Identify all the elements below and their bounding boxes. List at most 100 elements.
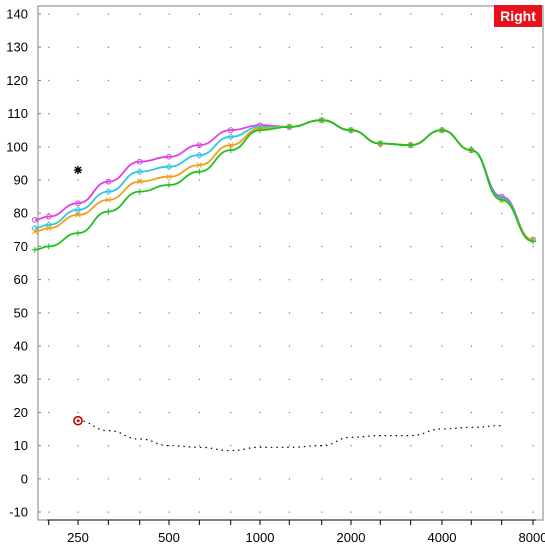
grid-dot [410, 13, 412, 15]
grid-dot [259, 345, 261, 347]
grid-dot [532, 146, 534, 148]
grid-dot [288, 345, 290, 347]
grid-dot [501, 445, 503, 447]
grid-dot [259, 511, 261, 513]
grid-dot [288, 511, 290, 513]
y-tick-label: 110 [7, 106, 28, 121]
grid-dot [501, 46, 503, 48]
grid-dot [410, 378, 412, 380]
grid-dot [379, 179, 381, 181]
data-point [196, 142, 203, 149]
grid-dot [230, 113, 232, 115]
plot-area [37, 5, 544, 521]
grid-dot [321, 378, 323, 380]
grid-dot [532, 179, 534, 181]
data-point [530, 238, 536, 245]
grid-dot [168, 312, 170, 314]
grid-dot [198, 445, 201, 447]
grid-dot [441, 279, 443, 281]
grid-dot [259, 312, 261, 314]
grid-dot [501, 345, 503, 347]
grid-dot [288, 312, 290, 314]
grid-dot [230, 179, 232, 181]
grid-dot [532, 245, 534, 248]
grid-dot [107, 245, 110, 248]
grid-dot [441, 79, 443, 82]
grid-dot [410, 79, 412, 82]
grid-dot [139, 378, 141, 380]
grid-dot [107, 378, 110, 380]
grid-dot [139, 345, 141, 347]
grid-dot [321, 113, 323, 115]
grid-dot [441, 378, 443, 380]
grid-dot [77, 245, 79, 248]
grid-dot [198, 179, 201, 181]
grid-dot [532, 345, 534, 347]
data-point [286, 123, 293, 130]
grid-dot [107, 113, 110, 115]
grid-dot [77, 445, 79, 447]
x-tick-label: 2000 [337, 530, 366, 545]
grid-dot [259, 212, 261, 214]
grid-dot [532, 113, 534, 115]
grid-dot [441, 113, 443, 115]
grid-dot [321, 478, 323, 480]
grid-dot [379, 345, 381, 347]
grid-dot [107, 445, 110, 447]
grid-dot [139, 312, 141, 314]
grid-dot [321, 146, 323, 148]
grid-dot [168, 146, 170, 148]
grid-dot [470, 411, 472, 414]
grid-dot [259, 378, 261, 380]
x-tick-label: 1000 [246, 530, 275, 545]
y-tick-label: 0 [21, 471, 28, 486]
grid-dot [198, 411, 201, 414]
grid-dot [501, 312, 503, 314]
grid-dot [107, 146, 110, 148]
data-point [195, 151, 203, 159]
data-point [318, 117, 325, 124]
grid-dot [198, 345, 201, 347]
grid-dot [350, 411, 352, 414]
uncomfortable-level-marker [73, 415, 83, 426]
data-point [105, 197, 112, 203]
grid-dot [139, 511, 141, 513]
grid-dot [470, 79, 472, 82]
grid-dot [198, 312, 201, 314]
grid-dot [410, 411, 412, 414]
data-point [75, 212, 81, 218]
data-point [45, 243, 52, 250]
grid-dot [379, 478, 381, 480]
grid-dot [350, 245, 352, 248]
grid-dot [532, 445, 534, 447]
grid-dot [139, 13, 141, 15]
data-point [439, 127, 445, 134]
grid-dot [501, 245, 503, 248]
grid-dot [379, 445, 381, 447]
grid-dot [350, 79, 352, 82]
grid-dot [77, 312, 79, 314]
data-point [32, 228, 38, 235]
grid-dot [168, 79, 170, 82]
grid-dot [259, 146, 261, 148]
grid-dot [470, 113, 472, 115]
grid-dot [230, 478, 232, 480]
grid-dot [139, 445, 141, 447]
grid-dot [230, 312, 232, 314]
grid-dot [77, 478, 79, 480]
grid-dot [470, 46, 472, 48]
grid-dot [321, 46, 323, 48]
grid-dot [288, 279, 290, 281]
grid-dot [198, 378, 201, 380]
grid-dot [168, 511, 170, 513]
grid-dot [288, 79, 290, 82]
grid-dot [410, 445, 412, 447]
grid-dot [350, 279, 352, 281]
grid-dot [48, 212, 50, 214]
grid-dot [501, 146, 503, 148]
y-tick-label: 10 [14, 438, 28, 453]
grid-dot [441, 511, 443, 513]
grid-dot [168, 378, 170, 380]
grid-dot [470, 312, 472, 314]
